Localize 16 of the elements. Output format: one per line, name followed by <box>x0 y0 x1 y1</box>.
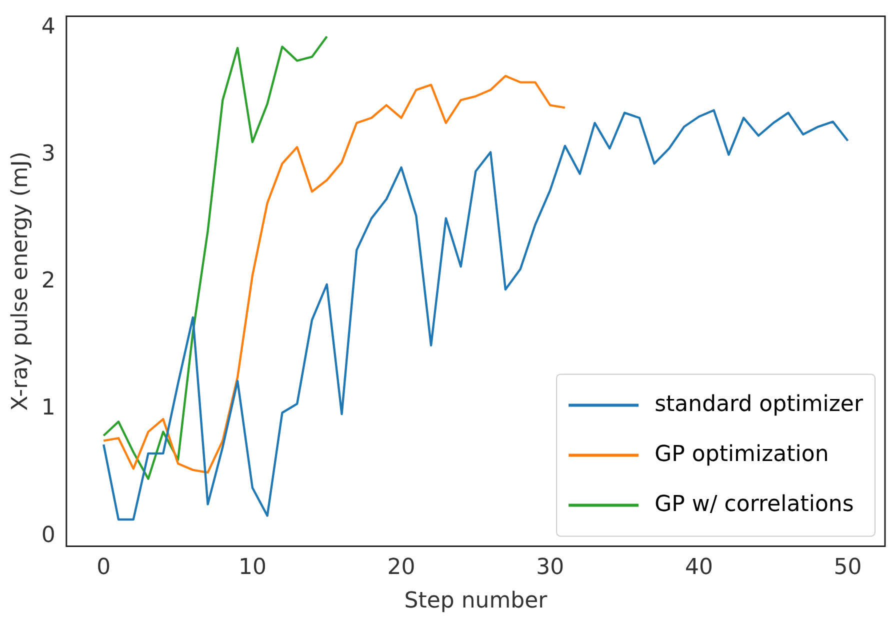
y-tick-label: 0 <box>41 522 56 548</box>
x-tick-label: 0 <box>96 555 111 580</box>
legend-label: standard optimizer <box>654 392 864 417</box>
legend-label: GP w/ correlations <box>654 492 854 517</box>
y-tick-label: 1 <box>41 396 56 421</box>
y-axis-title: X-ray pulse energy (mJ) <box>8 152 33 411</box>
y-tick-label: 4 <box>41 14 56 40</box>
legend-label: GP optimization <box>654 442 829 467</box>
x-tick-label: 30 <box>536 555 564 580</box>
x-tick-label: 40 <box>684 555 713 580</box>
x-axis-title: Step number <box>404 588 548 614</box>
x-tick-label: 50 <box>834 555 862 580</box>
x-tick-label: 20 <box>387 555 416 580</box>
y-tick-label: 2 <box>41 268 56 294</box>
x-tick-label: 10 <box>238 555 266 580</box>
y-tick-label: 3 <box>41 141 56 166</box>
